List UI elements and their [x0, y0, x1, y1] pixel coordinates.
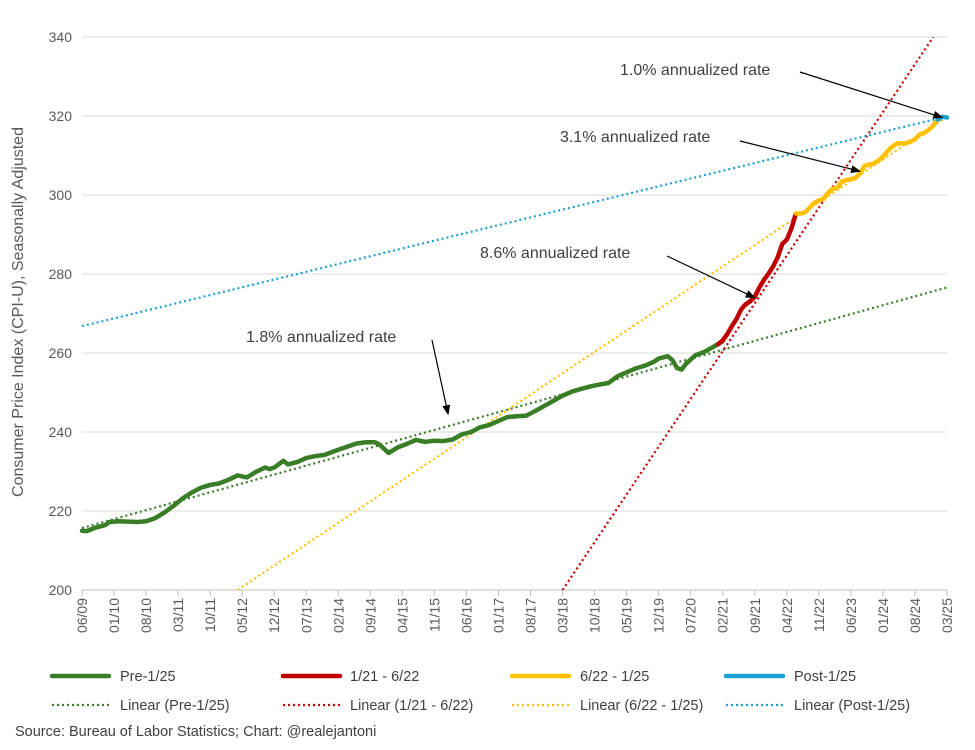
- x-tick-label: 01/10: [106, 598, 122, 633]
- gridlines: [82, 36, 947, 512]
- annotation-arrow: [739, 140, 862, 173]
- annotation-label: 8.6% annualized rate: [480, 245, 630, 262]
- x-tick-label: 08/24: [907, 598, 923, 633]
- trendline: [82, 286, 947, 530]
- x-tick-label: 06/09: [74, 598, 90, 633]
- x-tick-label: 06/23: [843, 598, 859, 633]
- x-tick-label: 10/18: [587, 598, 603, 633]
- y-tick-label: 340: [49, 29, 73, 45]
- x-tick-label: 04/15: [394, 598, 410, 633]
- x-tick-label: 12/19: [651, 598, 667, 633]
- legend-label: 1/21 - 6/22: [350, 669, 419, 685]
- legend: Pre-1/25 1/21 - 6/22 6/22 - 1/25 Post-1/25 L…: [49, 669, 910, 714]
- annotations: 1.0% annualized rate 3.1% annualized rate…: [246, 62, 944, 416]
- legend-label: 6/22 - 1/25: [580, 669, 649, 685]
- x-tick-label: 06/16: [458, 598, 474, 633]
- x-tick-label: 03/11: [170, 598, 186, 632]
- x-tick-label: 10/11: [202, 598, 218, 632]
- y-tick-label: 240: [49, 424, 73, 440]
- legend-label: Pre-1/25: [120, 669, 176, 685]
- x-tick-label: 08/17: [523, 598, 539, 633]
- x-tick-label: 01/17: [490, 598, 506, 633]
- annotation-label: 3.1% annualized rate: [560, 129, 710, 146]
- data-series: [79, 114, 950, 534]
- legend-label: Linear (Post-1/25): [794, 698, 910, 714]
- x-tick-label: 02/14: [330, 598, 346, 633]
- x-tick-label: 03/25: [939, 598, 955, 633]
- legend-label: Linear (Pre-1/25): [120, 698, 230, 714]
- x-tick-label: 01/24: [875, 598, 891, 633]
- trendline: [561, 37, 935, 590]
- annotation-arrow: [799, 71, 944, 119]
- x-tick-label: 05/12: [234, 598, 250, 633]
- annotation-arrow: [431, 339, 451, 416]
- annotation-label: 1.8% annualized rate: [246, 329, 396, 346]
- series-line: [793, 117, 941, 216]
- x-tick-label: 11/15: [426, 598, 442, 632]
- legend-label: Post-1/25: [794, 669, 856, 685]
- x-tick-label: 11/22: [811, 598, 827, 632]
- series-line: [79, 338, 725, 534]
- legend-label: Linear (1/21 - 6/22): [350, 698, 473, 714]
- trendline: [82, 115, 947, 328]
- axes: 200 220 240 260 280 300 320 340 06/09 01/10 08/10 0…: [49, 29, 955, 633]
- annotation-arrow: [666, 255, 756, 299]
- y-tick-label: 300: [49, 187, 73, 203]
- trendlines: [82, 37, 947, 590]
- source-note: Source: Bureau of Labor Statistics; Char…: [15, 724, 377, 740]
- series-line: [715, 211, 799, 347]
- x-tick-label: 03/18: [555, 598, 571, 633]
- x-tick-label: 07/13: [298, 598, 314, 633]
- y-tick-label: 260: [49, 345, 73, 361]
- y-tick-label: 200: [49, 582, 73, 598]
- x-tick-label: 02/21: [715, 598, 731, 633]
- x-tick-label: 09/14: [362, 598, 378, 633]
- x-tick-label: 12/12: [266, 598, 282, 633]
- x-tick-label: 08/10: [138, 598, 154, 633]
- y-tick-label: 280: [49, 266, 73, 282]
- x-tick-label: 07/20: [683, 598, 699, 633]
- x-tick-label: 04/22: [779, 598, 795, 633]
- y-tick-label: 220: [49, 503, 73, 519]
- legend-label: Linear (6/22 - 1/25): [580, 698, 703, 714]
- x-tick-label: 09/21: [747, 598, 763, 633]
- y-tick-label: 320: [49, 108, 73, 124]
- y-axis-label: Consumer Price Index (CPI-U), Seasonally…: [10, 127, 27, 497]
- x-tick-label: 05/19: [619, 598, 635, 633]
- annotation-label: 1.0% annualized rate: [620, 62, 770, 79]
